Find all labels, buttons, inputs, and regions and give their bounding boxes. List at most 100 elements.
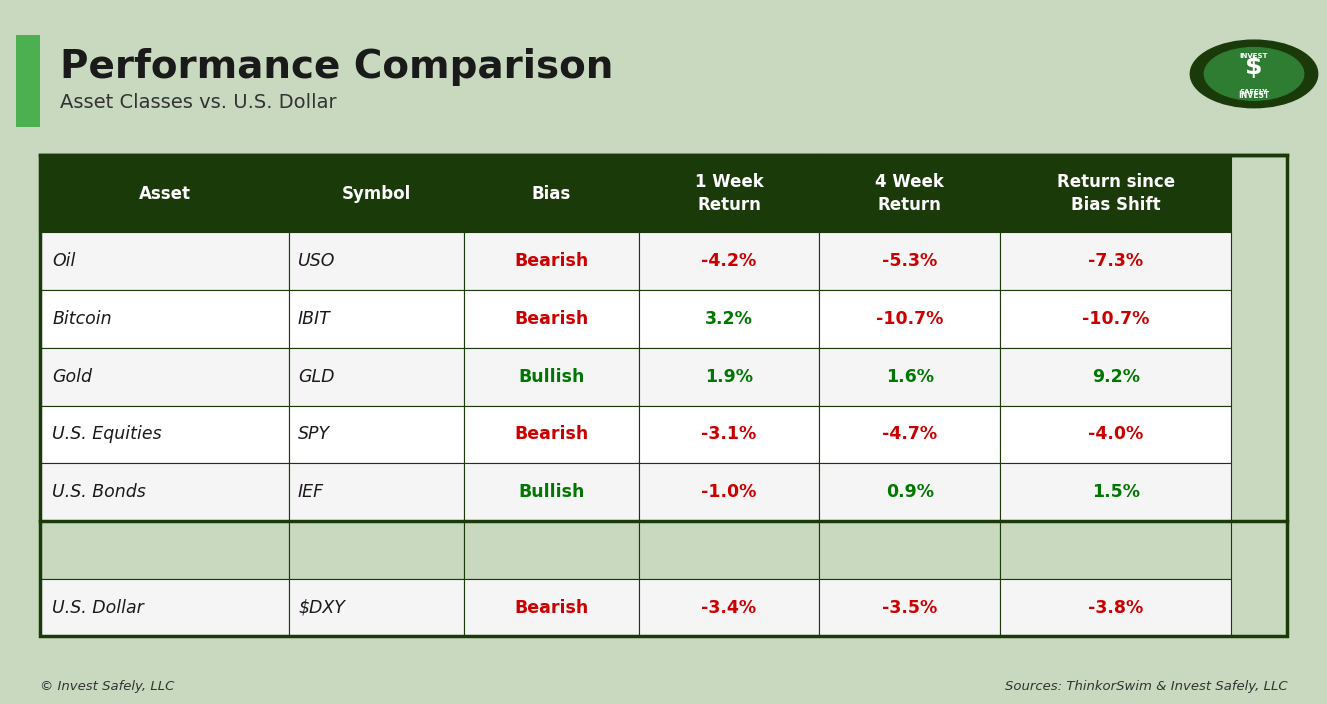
FancyBboxPatch shape — [819, 348, 1001, 406]
FancyBboxPatch shape — [819, 463, 1001, 521]
Text: Bearish: Bearish — [514, 598, 588, 617]
Text: Return since
Bias Shift: Return since Bias Shift — [1056, 173, 1174, 214]
Text: -4.0%: -4.0% — [1088, 425, 1144, 444]
Text: -3.1%: -3.1% — [702, 425, 756, 444]
Text: $: $ — [1245, 55, 1263, 79]
Text: U.S. Bonds: U.S. Bonds — [52, 483, 146, 501]
Text: USO: USO — [299, 252, 336, 270]
Text: Symbol: Symbol — [342, 184, 411, 203]
Text: 1.6%: 1.6% — [886, 367, 934, 386]
Text: U.S. Dollar: U.S. Dollar — [52, 598, 145, 617]
Text: -3.4%: -3.4% — [702, 598, 756, 617]
FancyBboxPatch shape — [1001, 232, 1231, 290]
FancyBboxPatch shape — [638, 155, 819, 232]
Text: Bearish: Bearish — [514, 252, 588, 270]
FancyBboxPatch shape — [819, 232, 1001, 290]
FancyBboxPatch shape — [289, 406, 464, 463]
FancyBboxPatch shape — [289, 348, 464, 406]
FancyBboxPatch shape — [40, 155, 289, 232]
Text: Oil: Oil — [52, 252, 76, 270]
Text: Asset Classes vs. U.S. Dollar: Asset Classes vs. U.S. Dollar — [60, 93, 336, 111]
Text: INVEST: INVEST — [1239, 54, 1269, 59]
FancyBboxPatch shape — [638, 290, 819, 348]
Text: IBIT: IBIT — [299, 310, 330, 328]
FancyBboxPatch shape — [1001, 155, 1231, 232]
FancyBboxPatch shape — [289, 155, 464, 232]
FancyBboxPatch shape — [464, 463, 638, 521]
FancyBboxPatch shape — [819, 290, 1001, 348]
FancyBboxPatch shape — [289, 579, 464, 636]
FancyBboxPatch shape — [464, 290, 638, 348]
FancyBboxPatch shape — [819, 155, 1001, 232]
FancyBboxPatch shape — [464, 348, 638, 406]
Text: 4 Week
Return: 4 Week Return — [876, 173, 945, 214]
Text: -4.2%: -4.2% — [702, 252, 756, 270]
FancyBboxPatch shape — [289, 463, 464, 521]
FancyBboxPatch shape — [40, 579, 289, 636]
Text: Sources: ThinkorSwim & Invest Safely, LLC: Sources: ThinkorSwim & Invest Safely, LL… — [1005, 680, 1287, 693]
Text: -7.3%: -7.3% — [1088, 252, 1144, 270]
Text: 9.2%: 9.2% — [1092, 367, 1140, 386]
FancyBboxPatch shape — [638, 232, 819, 290]
FancyBboxPatch shape — [1001, 290, 1231, 348]
FancyBboxPatch shape — [1001, 521, 1231, 579]
FancyBboxPatch shape — [1001, 579, 1231, 636]
Text: Performance Comparison: Performance Comparison — [60, 48, 613, 86]
FancyBboxPatch shape — [40, 463, 289, 521]
Text: Gold: Gold — [52, 367, 93, 386]
Text: © Invest Safely, LLC: © Invest Safely, LLC — [40, 680, 174, 693]
Text: U.S. Equities: U.S. Equities — [52, 425, 162, 444]
FancyBboxPatch shape — [464, 232, 638, 290]
FancyBboxPatch shape — [638, 521, 819, 579]
Text: -3.8%: -3.8% — [1088, 598, 1144, 617]
FancyBboxPatch shape — [289, 232, 464, 290]
Text: 1.5%: 1.5% — [1092, 483, 1140, 501]
FancyBboxPatch shape — [289, 290, 464, 348]
Text: Bullish: Bullish — [518, 367, 584, 386]
Text: Bitcoin: Bitcoin — [52, 310, 111, 328]
FancyBboxPatch shape — [40, 290, 289, 348]
Text: Asset: Asset — [138, 184, 191, 203]
FancyBboxPatch shape — [464, 579, 638, 636]
Circle shape — [1190, 40, 1318, 108]
FancyBboxPatch shape — [289, 521, 464, 579]
Text: INVEST: INVEST — [1238, 91, 1270, 99]
Text: -3.5%: -3.5% — [882, 598, 937, 617]
Text: -10.7%: -10.7% — [1082, 310, 1149, 328]
FancyBboxPatch shape — [464, 155, 638, 232]
Text: 0.9%: 0.9% — [886, 483, 934, 501]
Text: SAFELY: SAFELY — [1239, 89, 1269, 94]
FancyBboxPatch shape — [16, 35, 40, 127]
Circle shape — [1205, 48, 1303, 100]
Text: 3.2%: 3.2% — [705, 310, 752, 328]
FancyBboxPatch shape — [464, 521, 638, 579]
FancyBboxPatch shape — [40, 521, 289, 579]
FancyBboxPatch shape — [464, 406, 638, 463]
FancyBboxPatch shape — [40, 406, 289, 463]
FancyBboxPatch shape — [819, 521, 1001, 579]
FancyBboxPatch shape — [638, 463, 819, 521]
Text: $DXY: $DXY — [299, 598, 345, 617]
Text: -4.7%: -4.7% — [882, 425, 937, 444]
Text: SPY: SPY — [299, 425, 330, 444]
FancyBboxPatch shape — [40, 232, 289, 290]
FancyBboxPatch shape — [1001, 463, 1231, 521]
Text: -10.7%: -10.7% — [876, 310, 943, 328]
FancyBboxPatch shape — [638, 579, 819, 636]
Text: -5.3%: -5.3% — [882, 252, 937, 270]
Text: Bias: Bias — [532, 184, 571, 203]
FancyBboxPatch shape — [819, 406, 1001, 463]
Text: 1 Week
Return: 1 Week Return — [694, 173, 763, 214]
Text: IEF: IEF — [299, 483, 324, 501]
Text: -1.0%: -1.0% — [701, 483, 756, 501]
FancyBboxPatch shape — [819, 579, 1001, 636]
Text: GLD: GLD — [299, 367, 334, 386]
FancyBboxPatch shape — [40, 348, 289, 406]
FancyBboxPatch shape — [1001, 406, 1231, 463]
Text: Bearish: Bearish — [514, 425, 588, 444]
Text: 1.9%: 1.9% — [705, 367, 752, 386]
Text: Bullish: Bullish — [518, 483, 584, 501]
Text: Bearish: Bearish — [514, 310, 588, 328]
FancyBboxPatch shape — [638, 348, 819, 406]
FancyBboxPatch shape — [1001, 348, 1231, 406]
